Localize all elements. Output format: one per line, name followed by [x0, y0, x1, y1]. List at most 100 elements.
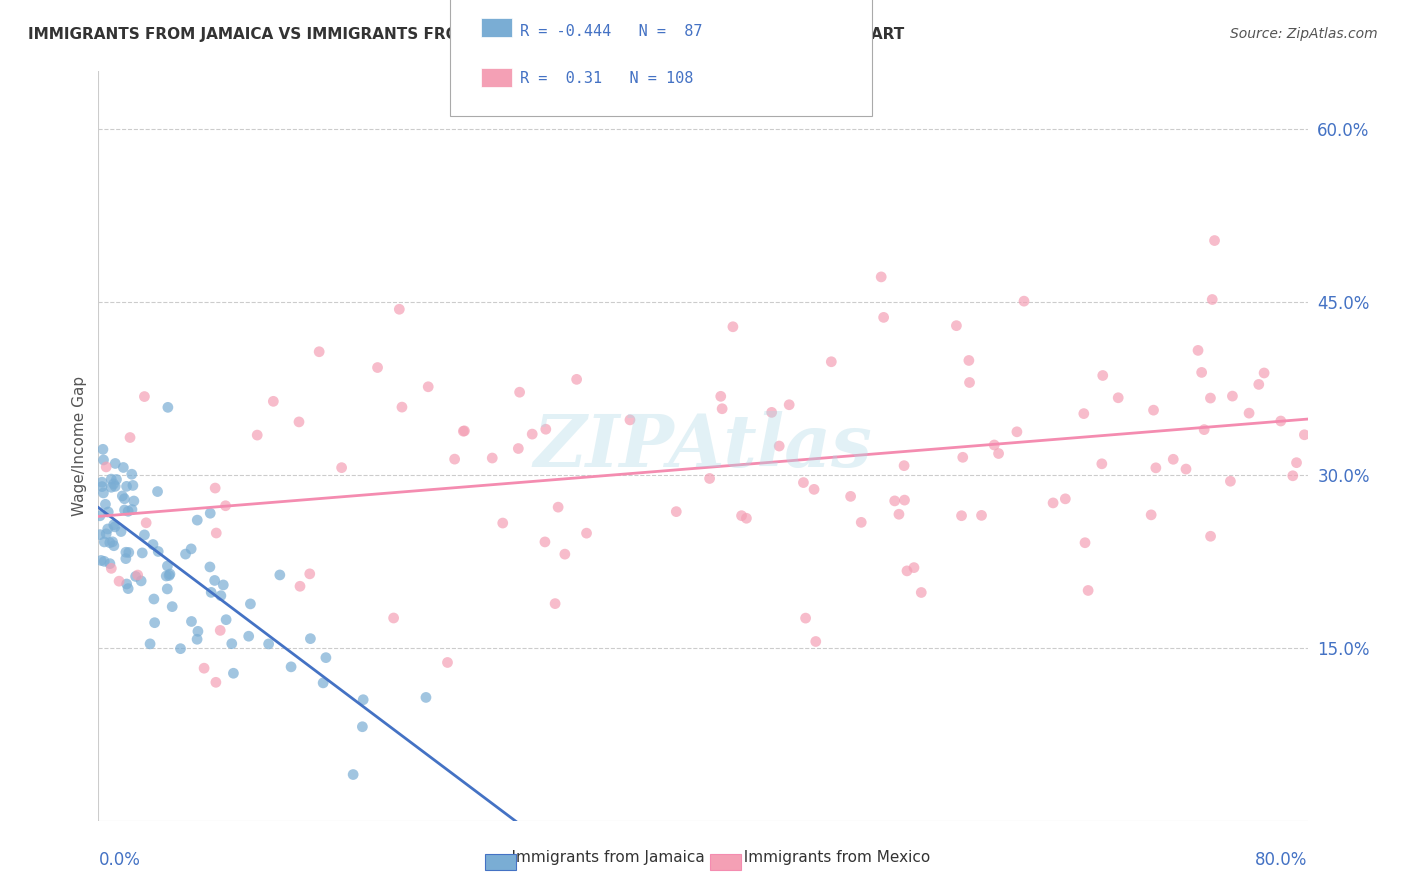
Point: [200, 506, 222, 520]
Text: Immigrants from Jamaica        Immigrants from Mexico: Immigrants from Jamaica Immigrants from …: [492, 850, 931, 865]
Point: [204, 481, 226, 495]
Point: [212, 578, 235, 592]
Text: ZIPAtlas: ZIPAtlas: [534, 410, 872, 482]
Point: [1073, 407, 1095, 421]
Point: [312, 676, 335, 690]
Point: [122, 494, 145, 508]
Point: [187, 624, 209, 639]
Point: [90, 475, 112, 490]
Point: [1192, 423, 1215, 437]
Point: [983, 438, 1005, 452]
Point: [893, 458, 915, 473]
Point: [721, 319, 744, 334]
Point: [103, 477, 125, 491]
Point: [453, 424, 475, 438]
Point: [104, 479, 127, 493]
Point: [299, 632, 322, 646]
Point: [215, 613, 238, 627]
Point: [114, 491, 136, 506]
Point: [804, 634, 827, 648]
Point: [214, 499, 236, 513]
Point: [1285, 456, 1308, 470]
Point: [711, 401, 734, 416]
Point: [103, 539, 125, 553]
Point: [872, 310, 894, 325]
Point: [169, 641, 191, 656]
Point: [89, 527, 111, 541]
Point: [315, 650, 337, 665]
Point: [945, 318, 967, 333]
Point: [148, 544, 170, 558]
Point: [121, 502, 143, 516]
Point: [970, 508, 993, 523]
Point: [117, 504, 139, 518]
Point: [1253, 366, 1275, 380]
Text: 0.0%: 0.0%: [98, 851, 141, 869]
Point: [730, 508, 752, 523]
Point: [959, 376, 981, 390]
Point: [870, 269, 893, 284]
Point: [803, 483, 825, 497]
Point: [157, 568, 180, 582]
Point: [1199, 391, 1222, 405]
Point: [792, 475, 814, 490]
Point: [1237, 406, 1260, 420]
Point: [288, 415, 311, 429]
Point: [96, 459, 118, 474]
Point: [1091, 368, 1114, 383]
Point: [156, 401, 179, 415]
Point: [896, 564, 918, 578]
Point: [1107, 391, 1129, 405]
Point: [98, 535, 121, 549]
Point: [1201, 293, 1223, 307]
Point: [97, 522, 120, 536]
Point: [887, 508, 910, 522]
Point: [112, 460, 135, 475]
Point: [209, 589, 232, 603]
Point: [122, 478, 145, 492]
Point: [186, 632, 208, 647]
Point: [952, 450, 974, 465]
Point: [93, 486, 115, 500]
Point: [1281, 468, 1303, 483]
Point: [104, 520, 127, 534]
Point: [957, 353, 980, 368]
Point: [619, 413, 641, 427]
Point: [883, 494, 905, 508]
Point: [1144, 460, 1167, 475]
Point: [851, 516, 873, 530]
Point: [159, 567, 181, 582]
Point: [794, 611, 817, 625]
Point: [146, 484, 169, 499]
Point: [768, 439, 790, 453]
Point: [352, 692, 374, 706]
Point: [118, 545, 141, 559]
Point: [415, 690, 437, 705]
Point: [1204, 234, 1226, 248]
Point: [1270, 414, 1292, 428]
Point: [121, 467, 143, 482]
Point: [1005, 425, 1028, 439]
Point: [481, 450, 503, 465]
Point: [115, 479, 138, 493]
Point: [418, 380, 440, 394]
Point: [987, 446, 1010, 460]
Point: [246, 428, 269, 442]
Point: [453, 424, 475, 438]
Point: [193, 661, 215, 675]
Point: [1191, 366, 1213, 380]
Point: [91, 442, 114, 457]
Point: [98, 557, 121, 571]
Point: [110, 524, 132, 539]
Point: [180, 615, 202, 629]
Text: IMMIGRANTS FROM JAMAICA VS IMMIGRANTS FROM MEXICO WAGE/INCOME GAP CORRELATION CH: IMMIGRANTS FROM JAMAICA VS IMMIGRANTS FR…: [28, 27, 904, 42]
Point: [1054, 491, 1077, 506]
Point: [1315, 321, 1337, 335]
Point: [699, 471, 721, 485]
Point: [97, 505, 120, 519]
Point: [778, 398, 800, 412]
Point: [105, 473, 128, 487]
Point: [534, 422, 557, 436]
Text: 80.0%: 80.0%: [1256, 851, 1308, 869]
Point: [443, 452, 465, 467]
